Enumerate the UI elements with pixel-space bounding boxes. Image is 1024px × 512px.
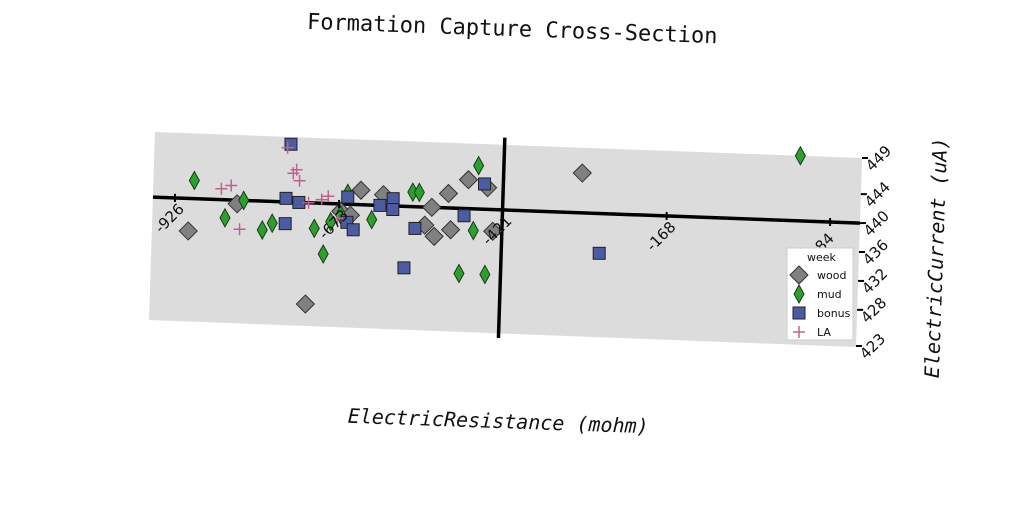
data-point-wood bbox=[422, 197, 442, 218]
data-point-mud bbox=[794, 145, 806, 166]
data-point-LA bbox=[302, 196, 315, 209]
y-tick-label: 432 bbox=[858, 265, 891, 298]
y-tick-label: 423 bbox=[856, 330, 889, 363]
data-point-wood bbox=[178, 221, 198, 241]
data-point-bonus bbox=[592, 246, 606, 260]
data-point-mud bbox=[219, 207, 231, 228]
data-point-wood bbox=[572, 163, 592, 183]
data-point-bonus bbox=[457, 209, 471, 223]
data-point-mud bbox=[238, 190, 250, 211]
plot-background bbox=[149, 132, 862, 347]
legend-title: week bbox=[807, 251, 837, 264]
data-point-LA bbox=[281, 141, 294, 154]
plot-area: -926 -673 -421 -168 84 423428432436440444449… bbox=[149, 132, 895, 363]
data-point-LA bbox=[233, 223, 246, 236]
data-point-LA bbox=[331, 212, 344, 225]
chart-title: Formation Capture Cross-Section bbox=[307, 10, 718, 49]
data-point-bonus bbox=[478, 177, 492, 191]
data-point-bonus bbox=[346, 223, 360, 237]
data-point-bonus bbox=[408, 221, 422, 235]
data-point-bonus bbox=[397, 261, 411, 275]
y-tick-label: 440 bbox=[860, 207, 893, 240]
data-point-LA bbox=[290, 163, 303, 176]
data-point-bonus bbox=[279, 191, 293, 205]
data-point-bonus bbox=[373, 198, 387, 212]
data-point-bonus bbox=[278, 217, 292, 231]
horizontal-zero-line bbox=[152, 195, 860, 225]
legend-label-LA: LA bbox=[817, 326, 831, 339]
data-point-mud bbox=[473, 155, 485, 176]
data-point-wood bbox=[440, 220, 461, 240]
data-point-LA bbox=[315, 193, 328, 206]
data-point-LA bbox=[225, 179, 238, 192]
data-point-mud bbox=[308, 218, 320, 239]
legend-marker-LA bbox=[793, 326, 805, 338]
data-point-bonus bbox=[341, 190, 355, 204]
y-tick-label: 436 bbox=[859, 236, 892, 269]
data-point-mud bbox=[366, 209, 378, 230]
y-axis-label: ElectricCurrent (uA) bbox=[920, 137, 952, 379]
data-point-mud bbox=[467, 220, 479, 241]
legend-label-wood: wood bbox=[817, 269, 846, 282]
data-point-wood bbox=[295, 294, 316, 314]
y-tick-label: 449 bbox=[862, 142, 895, 175]
zero-lines bbox=[152, 137, 860, 338]
data-point-bonus bbox=[386, 192, 400, 206]
legend-marker-mud bbox=[793, 283, 805, 305]
data-point-LA bbox=[293, 174, 306, 187]
data-point-bonus bbox=[386, 203, 400, 217]
data-point-LA bbox=[322, 190, 335, 203]
legend-marker-bonus bbox=[792, 306, 806, 320]
data-point-wood bbox=[438, 183, 459, 204]
legend-items: wood mud bonus LA bbox=[789, 265, 851, 339]
data-point-wood bbox=[351, 180, 371, 200]
data-point-mud bbox=[256, 220, 268, 241]
legend-label-bonus: bonus bbox=[817, 307, 851, 320]
data-points bbox=[178, 137, 806, 314]
data-point-LA bbox=[215, 182, 228, 195]
data-point-mud bbox=[188, 170, 200, 191]
data-point-mud bbox=[453, 263, 465, 284]
data-point-mud bbox=[413, 182, 425, 203]
data-point-wood bbox=[458, 170, 479, 190]
legend: week wood mud bonus LA bbox=[786, 247, 854, 341]
data-point-wood bbox=[483, 221, 503, 241]
data-point-mud bbox=[317, 243, 329, 265]
legend-label-mud: mud bbox=[817, 288, 842, 301]
data-point-mud bbox=[266, 213, 278, 234]
data-point-mud bbox=[479, 264, 491, 285]
y-tick-label: 428 bbox=[857, 294, 890, 327]
y-tick-label: 444 bbox=[861, 178, 894, 211]
data-point-wood bbox=[424, 226, 444, 247]
x-axis-label: ElectricResistance (mohm) bbox=[347, 404, 649, 438]
vertical-zero-line bbox=[496, 137, 507, 338]
